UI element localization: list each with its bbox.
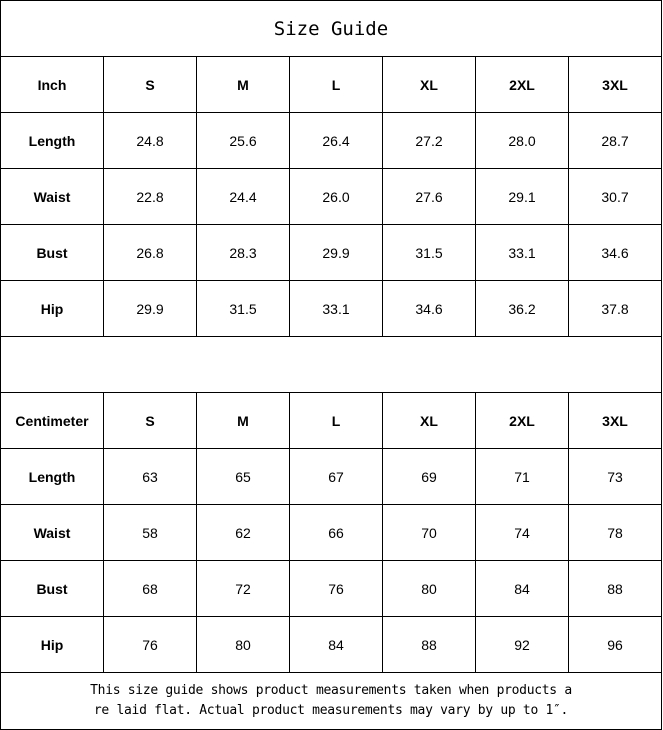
table-row: Length 63 65 67 69 71 73 [0, 448, 662, 505]
measurement-value: 63 [103, 448, 197, 505]
measurement-value: 30.7 [568, 168, 662, 225]
measurement-value: 37.8 [568, 280, 662, 337]
table-row: Hip 76 80 84 88 92 96 [0, 616, 662, 673]
measurement-label: Waist [0, 504, 104, 561]
measurement-value: 28.3 [196, 224, 290, 281]
measurement-value: 88 [382, 616, 476, 673]
measurement-value: 84 [475, 560, 569, 617]
title-row: Size Guide [0, 0, 662, 57]
cm-header-row: Centimeter S M L XL 2XL 3XL [0, 392, 662, 449]
spacer-row [0, 336, 662, 393]
measurement-value: 29.9 [103, 280, 197, 337]
size-header: M [196, 392, 290, 449]
measurement-value: 92 [475, 616, 569, 673]
measurement-value: 31.5 [196, 280, 290, 337]
measurement-value: 36.2 [475, 280, 569, 337]
inch-header-row: Inch S M L XL 2XL 3XL [0, 56, 662, 113]
measurement-value: 62 [196, 504, 290, 561]
measurement-value: 29.1 [475, 168, 569, 225]
measurement-value: 76 [103, 616, 197, 673]
inch-unit-label: Inch [0, 56, 104, 113]
measurement-note: This size guide shows product measuremen… [0, 672, 662, 730]
measurement-value: 74 [475, 504, 569, 561]
size-header: 2XL [475, 56, 569, 113]
size-header: XL [382, 56, 476, 113]
measurement-value: 78 [568, 504, 662, 561]
note-row: This size guide shows product measuremen… [0, 672, 662, 730]
measurement-value: 80 [196, 616, 290, 673]
table-row: Bust 68 72 76 80 84 88 [0, 560, 662, 617]
measurement-value: 26.0 [289, 168, 383, 225]
measurement-value: 76 [289, 560, 383, 617]
spacer-cell [0, 336, 662, 393]
measurement-value: 29.9 [289, 224, 383, 281]
measurement-value: 80 [382, 560, 476, 617]
measurement-value: 58 [103, 504, 197, 561]
measurement-value: 96 [568, 616, 662, 673]
measurement-value: 26.4 [289, 112, 383, 169]
measurement-label: Length [0, 112, 104, 169]
measurement-value: 34.6 [568, 224, 662, 281]
measurement-value: 84 [289, 616, 383, 673]
table-row: Bust 26.8 28.3 29.9 31.5 33.1 34.6 [0, 224, 662, 281]
measurement-value: 70 [382, 504, 476, 561]
measurement-label: Hip [0, 616, 104, 673]
measurement-label: Waist [0, 168, 104, 225]
measurement-value: 88 [568, 560, 662, 617]
size-header: L [289, 392, 383, 449]
measurement-value: 26.8 [103, 224, 197, 281]
size-header: 3XL [568, 392, 662, 449]
note-line-2: re laid flat. Actual product measurement… [93, 703, 569, 718]
table-row: Waist 22.8 24.4 26.0 27.6 29.1 30.7 [0, 168, 662, 225]
measurement-value: 34.6 [382, 280, 476, 337]
cm-unit-label: Centimeter [0, 392, 104, 449]
measurement-label: Bust [0, 560, 104, 617]
measurement-value: 69 [382, 448, 476, 505]
note-line-1: This size guide shows product measuremen… [90, 683, 572, 698]
table-row: Hip 29.9 31.5 33.1 34.6 36.2 37.8 [0, 280, 662, 337]
size-header: M [196, 56, 290, 113]
measurement-value: 24.4 [196, 168, 290, 225]
measurement-value: 72 [196, 560, 290, 617]
measurement-value: 33.1 [475, 224, 569, 281]
measurement-value: 66 [289, 504, 383, 561]
measurement-value: 27.2 [382, 112, 476, 169]
size-header: XL [382, 392, 476, 449]
measurement-value: 25.6 [196, 112, 290, 169]
measurement-value: 22.8 [103, 168, 197, 225]
table-row: Length 24.8 25.6 26.4 27.2 28.0 28.7 [0, 112, 662, 169]
measurement-value: 28.7 [568, 112, 662, 169]
page-title: Size Guide [0, 0, 662, 57]
measurement-value: 24.8 [103, 112, 197, 169]
measurement-value: 27.6 [382, 168, 476, 225]
table-row: Waist 58 62 66 70 74 78 [0, 504, 662, 561]
measurement-value: 68 [103, 560, 197, 617]
measurement-value: 31.5 [382, 224, 476, 281]
measurement-value: 71 [475, 448, 569, 505]
size-header: L [289, 56, 383, 113]
measurement-label: Hip [0, 280, 104, 337]
size-header: 2XL [475, 392, 569, 449]
measurement-label: Length [0, 448, 104, 505]
measurement-label: Bust [0, 224, 104, 281]
measurement-value: 33.1 [289, 280, 383, 337]
measurement-value: 73 [568, 448, 662, 505]
size-header: S [103, 392, 197, 449]
measurement-value: 28.0 [475, 112, 569, 169]
size-header: 3XL [568, 56, 662, 113]
measurement-value: 67 [289, 448, 383, 505]
size-header: S [103, 56, 197, 113]
measurement-value: 65 [196, 448, 290, 505]
